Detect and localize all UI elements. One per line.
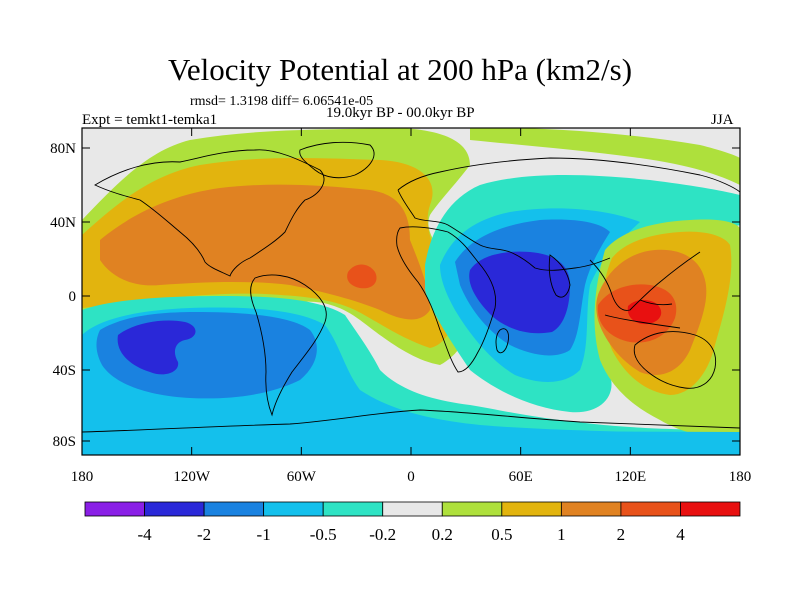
- colorbar-label-6: 0.5: [491, 525, 512, 544]
- lat-label-3: 40S: [53, 363, 76, 379]
- lon-label-5: 120E: [614, 469, 646, 485]
- map-title: Velocity Potential at 200 hPa (km2/s): [167, 52, 633, 87]
- lat-label-1: 40N: [50, 215, 76, 231]
- colorbar-label-0: -4: [137, 525, 152, 544]
- contour-arctic-band: [470, 128, 740, 185]
- colorbar-swatch-0: [84, 501, 145, 517]
- colorbar: [84, 501, 741, 517]
- contour-field: [82, 128, 740, 455]
- experiment-label: Expt = temkt1-temka1: [82, 112, 218, 128]
- lon-label-2: 60W: [287, 469, 317, 485]
- contour-arctic-neutral: [520, 128, 740, 158]
- colorbar-swatch-9: [620, 501, 681, 517]
- lon-label-3: 0: [407, 469, 415, 485]
- colorbar-label-9: 4: [676, 525, 685, 544]
- season-label: JJA: [711, 112, 734, 128]
- colorbar-label-2: -1: [257, 525, 271, 544]
- colorbar-label-4: -0.2: [369, 525, 396, 544]
- coast-africa: [396, 226, 497, 373]
- axis-tick-marks: [81, 128, 741, 455]
- colorbar-labels: -4 -2 -1 -0.5 -0.2 0.2 0.5 1 2 4: [137, 525, 685, 544]
- coast-madagascar: [495, 328, 509, 354]
- colorbar-swatch-8: [560, 501, 622, 517]
- colorbar-swatch-7: [501, 501, 562, 517]
- coast-north-america: [94, 149, 325, 277]
- coast-europe-asia: [397, 157, 740, 271]
- colorbar-swatch-2: [203, 501, 265, 517]
- lat-label-2: 0: [69, 289, 77, 305]
- coast-southeast-asia: [589, 251, 701, 311]
- contour-positive-core: [347, 264, 377, 289]
- contour-negative-core-east: [469, 251, 570, 334]
- coast-antarctica: [82, 409, 740, 433]
- contour-antarctic-band: [82, 430, 740, 455]
- lon-label-1: 120W: [173, 469, 211, 485]
- colorbar-swatch-3: [263, 501, 324, 517]
- axis-tick-labels: 80N 40N 0 40S 80S 180 120W 60W 0 60E 120E 180: [50, 141, 751, 485]
- colorbar-label-1: -2: [197, 525, 211, 544]
- lat-label-4: 80S: [53, 434, 76, 450]
- colorbar-label-8: 2: [617, 525, 626, 544]
- colorbar-swatch-4: [322, 501, 384, 517]
- colorbar-label-5: 0.2: [432, 525, 453, 544]
- lon-label-0: 180: [71, 469, 94, 485]
- coast-australia: [633, 331, 717, 389]
- coast-south-america: [250, 274, 327, 417]
- contour-positive-max-east: [627, 299, 662, 325]
- colorbar-label-7: 1: [557, 525, 566, 544]
- contour-negative-core-west: [117, 320, 196, 375]
- stats-line: rmsd= 1.3198 diff= 6.06541e-05: [190, 94, 374, 109]
- colorbar-swatch-5: [382, 501, 443, 517]
- coast-greenland: [299, 141, 375, 179]
- contour-positive-inner: [100, 184, 430, 320]
- colorbar-swatch-6: [441, 501, 503, 517]
- lat-label-0: 80N: [50, 141, 76, 157]
- period-label: 19.0kyr BP - 00.0kyr BP: [326, 105, 475, 121]
- colorbar-swatch-10: [680, 501, 741, 517]
- coastlines: [82, 141, 740, 433]
- colorbar-swatch-1: [144, 501, 205, 517]
- lon-label-4: 60E: [509, 469, 533, 485]
- coast-indonesia: [604, 299, 681, 329]
- lon-label-6: 180: [729, 469, 752, 485]
- colorbar-label-3: -0.5: [310, 525, 337, 544]
- coast-india: [548, 254, 571, 298]
